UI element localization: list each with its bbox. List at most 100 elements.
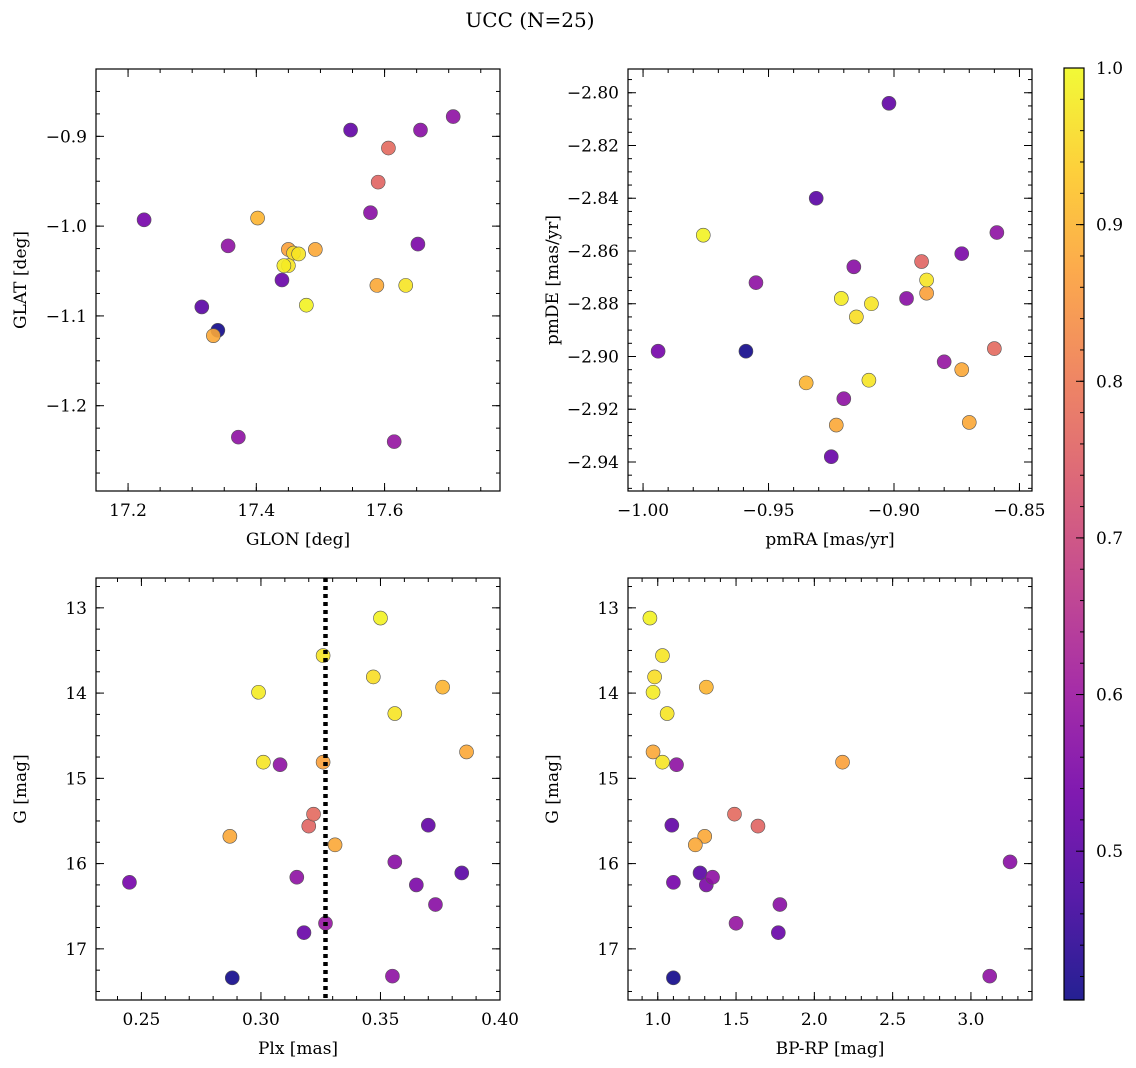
data-point — [428, 897, 443, 912]
data-point — [251, 684, 266, 700]
data-point — [387, 706, 403, 721]
data-point — [327, 837, 343, 853]
data-point — [454, 865, 470, 881]
data-point — [256, 754, 271, 770]
data-point — [666, 875, 681, 890]
data-point — [296, 925, 312, 940]
y-axis-label: G [mag] — [543, 754, 563, 823]
data-point — [136, 212, 152, 228]
y-tick-label: −2.88 — [567, 295, 619, 315]
data-point — [727, 806, 742, 822]
colorbar-tick-label: 0.7 — [1096, 529, 1123, 549]
data-point — [705, 869, 720, 885]
x-tick-label: −0.85 — [993, 501, 1045, 521]
axes-frame — [627, 68, 1033, 492]
data-point — [936, 354, 952, 370]
y-tick-label: −2.80 — [567, 84, 619, 104]
data-point — [122, 875, 137, 890]
data-point — [669, 757, 684, 773]
data-point — [798, 375, 814, 391]
data-point — [642, 610, 658, 626]
y-tick-label: −2.86 — [567, 242, 619, 262]
data-point — [881, 95, 897, 111]
data-point — [194, 299, 210, 315]
colorbar-tick-label: 1.0 — [1096, 59, 1123, 79]
data-point — [987, 341, 1002, 356]
x-tick-label: 0.30 — [242, 1010, 280, 1030]
data-point — [299, 297, 314, 313]
data-point — [276, 258, 292, 273]
data-point — [772, 897, 788, 912]
data-point — [410, 236, 426, 252]
panels: 17.2 17.4 17.6 −0.9 −1.0 −1.1 −1.2 GLON [deg] GL… — [11, 68, 1046, 1059]
data-point — [823, 449, 839, 465]
data-point — [370, 174, 386, 190]
data-point — [645, 744, 661, 760]
data-point — [697, 829, 713, 844]
points — [136, 109, 461, 449]
data-point — [366, 669, 381, 685]
x-tick-label: 0.35 — [362, 1010, 400, 1030]
data-point — [771, 925, 786, 940]
data-point — [363, 205, 378, 220]
y-tick-label: −2.92 — [567, 400, 619, 420]
data-point — [989, 225, 1005, 240]
y-axis-label: GLAT [deg] — [11, 231, 31, 329]
y-tick-label: −2.90 — [567, 347, 619, 367]
data-point — [655, 754, 670, 770]
y-tick-label: 17 — [597, 940, 619, 960]
data-point — [645, 684, 661, 700]
data-point — [899, 291, 914, 306]
data-point — [386, 434, 402, 449]
data-point — [849, 309, 864, 325]
data-point — [659, 706, 675, 721]
data-point — [846, 259, 862, 275]
data-point — [435, 679, 450, 695]
data-point — [919, 272, 934, 288]
data-point — [409, 877, 424, 893]
data-point — [445, 109, 461, 124]
panel-bprp-g: 1.0 1.5 2.0 2.5 3.0 13 14 15 16 17 BP-RP [mag] G [m… — [543, 577, 1033, 1059]
y-tick-label: −2.82 — [567, 136, 619, 156]
figure-title: UCC (N=25) — [465, 8, 594, 32]
data-point — [647, 669, 662, 685]
data-point — [655, 648, 670, 663]
colorbar-tick-label: 0.5 — [1096, 842, 1123, 862]
x-tick-label: −0.95 — [742, 501, 794, 521]
x-tick-label: −0.90 — [868, 501, 920, 521]
y-tick-label: 16 — [597, 855, 619, 875]
panel-pmra-pmde: −1.00 −0.95 −0.90 −0.85 −2.80 −2.82 −2.84 −2.86… — [543, 68, 1046, 550]
data-point — [387, 854, 403, 870]
data-point — [274, 272, 290, 288]
x-tick-label: 1.0 — [644, 1010, 671, 1030]
y-tick-label: −1.2 — [46, 397, 87, 417]
axes-frame — [95, 577, 501, 1001]
y-tick-label: 13 — [597, 599, 619, 619]
y-tick-label: 14 — [65, 684, 87, 704]
x-axis-label: pmRA [mas/yr] — [765, 530, 894, 550]
data-point — [413, 122, 428, 138]
x-tick-label: 0.40 — [481, 1010, 519, 1030]
data-point — [272, 757, 288, 773]
data-point — [836, 391, 852, 406]
x-tick-label: 3.0 — [957, 1010, 984, 1030]
y-tick-label: −1.0 — [46, 217, 87, 237]
data-point — [666, 970, 681, 986]
data-point — [650, 343, 666, 359]
data-point — [250, 210, 265, 226]
points — [642, 610, 1018, 986]
data-point — [919, 285, 934, 301]
data-point — [664, 817, 680, 833]
data-point — [398, 278, 414, 293]
data-point — [306, 806, 321, 822]
x-tick-label: 2.5 — [879, 1010, 906, 1030]
data-point — [315, 648, 331, 663]
data-point — [373, 610, 388, 626]
y-tick-label: 14 — [597, 684, 619, 704]
x-tick-label: −1.00 — [617, 501, 669, 521]
data-point — [385, 968, 400, 984]
colorbar-tick-label: 0.9 — [1096, 216, 1123, 236]
panel-glon-glat: 17.2 17.4 17.6 −0.9 −1.0 −1.1 −1.2 GLON [deg] GL… — [11, 68, 501, 550]
colorbar-frame — [1063, 67, 1085, 1001]
points — [650, 95, 1005, 465]
